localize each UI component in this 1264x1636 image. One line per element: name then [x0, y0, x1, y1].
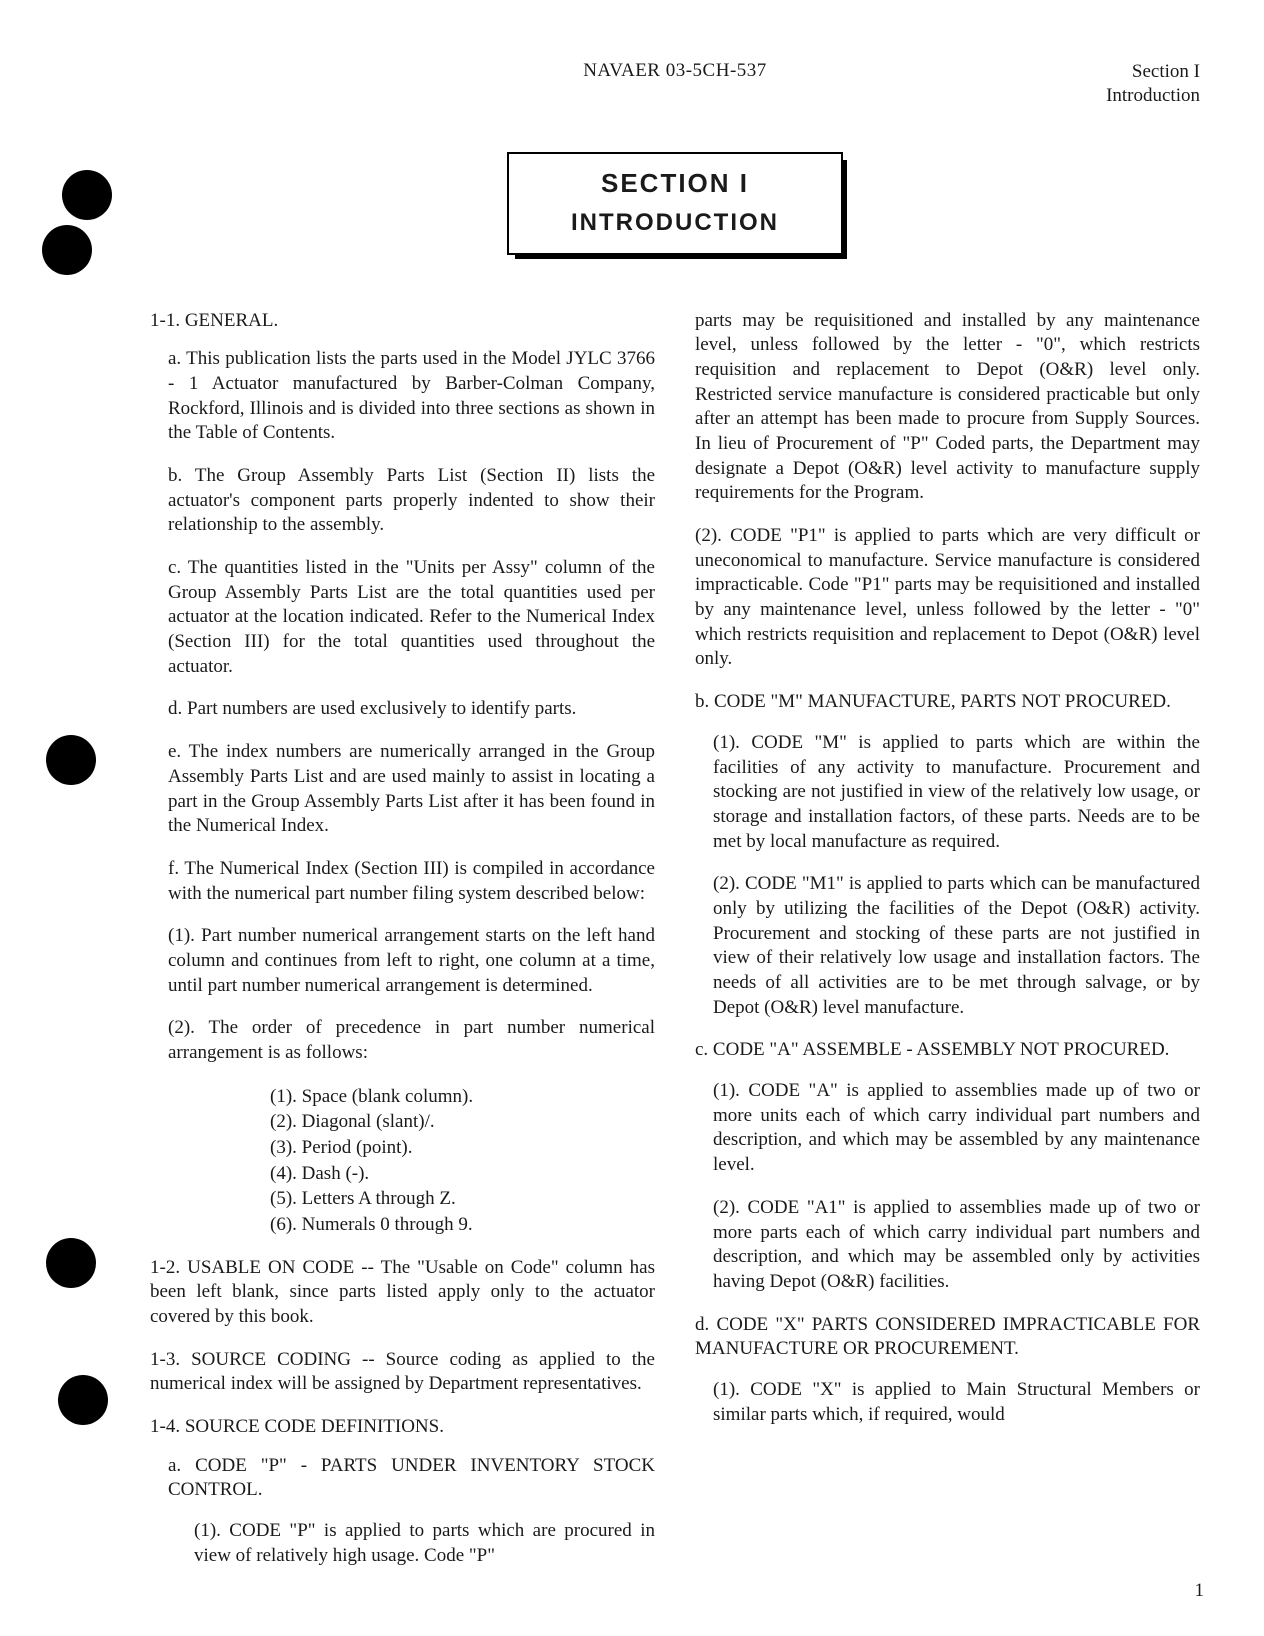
section-number: SECTION I	[571, 168, 779, 199]
code-item: (1). CODE "X" is applied to Main Structu…	[695, 1378, 1200, 1427]
code-item: (1). CODE "P" is applied to parts which …	[150, 1519, 655, 1568]
document-page: NAVAER 03-5CH-537 Section I Introduction…	[150, 60, 1200, 1584]
code-item: (2). CODE "A1" is applied to assemblies …	[695, 1196, 1200, 1295]
section-label: Section I	[1060, 60, 1200, 84]
para-sub: (1). Part number numerical arrangement s…	[150, 924, 655, 998]
page-number: 1	[1195, 1580, 1205, 1602]
para-continued: parts may be requisitioned and installed…	[695, 309, 1200, 507]
binder-hole	[46, 1238, 96, 1288]
para: e. The index numbers are numerically arr…	[150, 740, 655, 839]
two-column-body: 1-1. GENERAL. a. This publication lists …	[150, 309, 1200, 1585]
binder-hole	[42, 225, 92, 275]
header: NAVAER 03-5CH-537 Section I Introduction	[150, 60, 1200, 108]
list-item: (5). Letters A through Z.	[270, 1186, 655, 1212]
list-item: (4). Dash (-).	[270, 1161, 655, 1187]
code-heading: a. CODE "P" - PARTS UNDER INVENTORY STOC…	[150, 1454, 655, 1503]
binder-hole	[62, 170, 112, 220]
doc-id: NAVAER 03-5CH-537	[290, 60, 1060, 82]
precedence-list: (1). Space (blank column). (2). Diagonal…	[150, 1084, 655, 1238]
para: d. Part numbers are used exclusively to …	[150, 697, 655, 722]
section-subtitle: Introduction	[1060, 84, 1200, 108]
list-item: (2). Diagonal (slant)/.	[270, 1109, 655, 1135]
para: f. The Numerical Index (Section III) is …	[150, 857, 655, 906]
code-heading: d. CODE "X" PARTS CONSIDERED IMPRACTICAB…	[695, 1313, 1200, 1362]
code-heading: b. CODE "M" MANUFACTURE, PARTS NOT PROCU…	[695, 690, 1200, 715]
code-item: (1). CODE "A" is applied to assemblies m…	[695, 1079, 1200, 1178]
list-item: (3). Period (point).	[270, 1135, 655, 1161]
list-item: (6). Numerals 0 through 9.	[270, 1212, 655, 1238]
code-item: (2). CODE "M1" is applied to parts which…	[695, 872, 1200, 1020]
right-column: parts may be requisitioned and installed…	[695, 309, 1200, 1585]
title-box: SECTION I INTRODUCTION	[507, 152, 843, 255]
heading-1-1: 1-1. GENERAL.	[150, 309, 655, 334]
code-item: (1). CODE "M" is applied to parts which …	[695, 731, 1200, 854]
left-column: 1-1. GENERAL. a. This publication lists …	[150, 309, 655, 1585]
para-1-3: 1-3. SOURCE CODING -- Source coding as a…	[150, 1348, 655, 1397]
code-heading: c. CODE "A" ASSEMBLE - ASSEMBLY NOT PROC…	[695, 1038, 1200, 1063]
heading-1-4: 1-4. SOURCE CODE DEFINITIONS.	[150, 1415, 655, 1440]
para-sub: (2). The order of precedence in part num…	[150, 1016, 655, 1065]
list-item: (1). Space (blank column).	[270, 1084, 655, 1110]
para: b. The Group Assembly Parts List (Sectio…	[150, 464, 655, 538]
para: a. This publication lists the parts used…	[150, 347, 655, 446]
para-1-2: 1-2. USABLE ON CODE -- The "Usable on Co…	[150, 1256, 655, 1330]
binder-hole	[46, 735, 96, 785]
para: c. The quantities listed in the "Units p…	[150, 556, 655, 679]
binder-hole	[58, 1375, 108, 1425]
code-item: (2). CODE "P1" is applied to parts which…	[695, 524, 1200, 672]
section-title: INTRODUCTION	[571, 209, 779, 237]
